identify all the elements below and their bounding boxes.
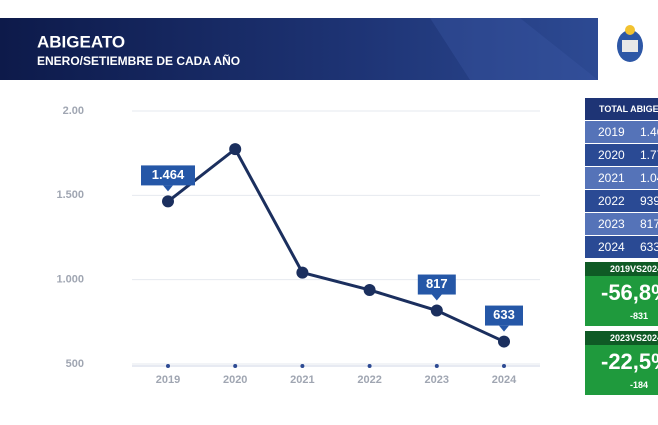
row-value: 633: [640, 240, 658, 254]
marker: [229, 143, 242, 156]
value-label: 817: [426, 276, 448, 291]
x-tick-label: 2021: [290, 374, 314, 386]
row-bg: [585, 144, 658, 166]
comparison-percent: -22,5%: [601, 349, 658, 374]
value-label: 633: [493, 307, 515, 322]
table-header: TOTAL ABIGEATO: [585, 98, 658, 120]
row-value: 1.774: [640, 148, 658, 162]
row-year: 2023: [598, 217, 625, 231]
row-value: 1.464: [640, 125, 658, 139]
x-tick-label: 2023: [425, 374, 449, 386]
comparison-diff: -184: [630, 380, 649, 390]
header-decor: [430, 18, 598, 80]
x-tick-dot: [166, 364, 170, 368]
row-year: 2024: [598, 240, 625, 254]
y-tick-label: 2.00: [63, 105, 84, 117]
emblem: [617, 25, 643, 62]
x-tick-label: 2020: [223, 374, 247, 386]
comparison-percent: -56,8%: [601, 280, 658, 305]
row-value: 817: [640, 217, 658, 231]
row-value: 939: [640, 194, 658, 208]
marker: [498, 335, 510, 348]
x-tick-dot: [367, 364, 372, 368]
line: [167, 146, 505, 343]
y-tick-label: 500: [66, 358, 84, 370]
label-pointer: [499, 325, 509, 332]
marker: [363, 283, 376, 296]
chart-subtitle: ENERO/SETIEMBRE DE CADA AÑO: [37, 53, 240, 68]
label-pointer: [163, 185, 173, 192]
value-label: 1.464: [152, 167, 185, 182]
x-tick-label: 2019: [156, 374, 180, 386]
y-tick-label: 1.500: [56, 189, 84, 201]
marker: [430, 304, 443, 317]
x-tick-label: 2024: [492, 374, 517, 386]
x-tick-label: 2022: [357, 374, 381, 386]
x-tick-dot: [233, 364, 238, 368]
comparison-title: 2019VS2024: [585, 262, 658, 276]
header-band: [0, 18, 598, 80]
y-tick-label: 1.000: [56, 274, 84, 286]
row-year: 2020: [598, 148, 625, 162]
row-value: 1.042: [640, 171, 658, 185]
row-year: 2019: [598, 125, 625, 139]
label-box: [485, 305, 523, 326]
marker: [162, 195, 174, 208]
x-tick-dot: [434, 364, 439, 368]
chart-title: ABIGEATO: [37, 32, 125, 51]
row-bg: [585, 236, 658, 258]
row-bg: [585, 167, 658, 189]
x-tick-dot: [300, 364, 305, 368]
row-year: 2021: [598, 171, 625, 185]
comparison-title: 2023VS2024: [585, 331, 658, 345]
label-box: [141, 165, 195, 186]
x-tick-dot: [502, 364, 506, 368]
comparison-diff: -831: [630, 311, 649, 321]
row-bg: [585, 190, 658, 212]
row-bg: [585, 121, 658, 143]
row-bg: [585, 213, 658, 235]
row-year: 2022: [598, 194, 625, 208]
marker: [296, 266, 309, 279]
label-box: [417, 274, 456, 295]
label-pointer: [431, 294, 442, 301]
